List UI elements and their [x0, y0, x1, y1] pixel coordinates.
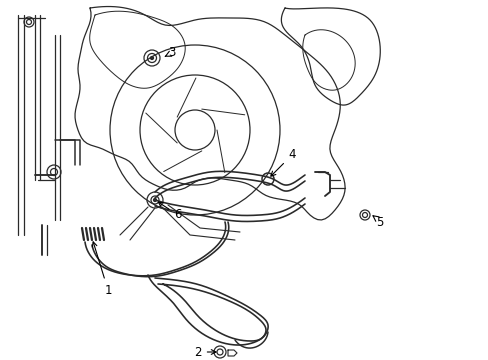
Text: 6: 6 — [158, 202, 182, 221]
Text: 1: 1 — [92, 242, 112, 297]
Circle shape — [153, 198, 156, 202]
Text: 4: 4 — [270, 148, 295, 176]
Circle shape — [150, 57, 153, 59]
Text: 5: 5 — [376, 216, 383, 229]
Text: 3: 3 — [168, 45, 175, 58]
Text: 2: 2 — [194, 346, 216, 359]
